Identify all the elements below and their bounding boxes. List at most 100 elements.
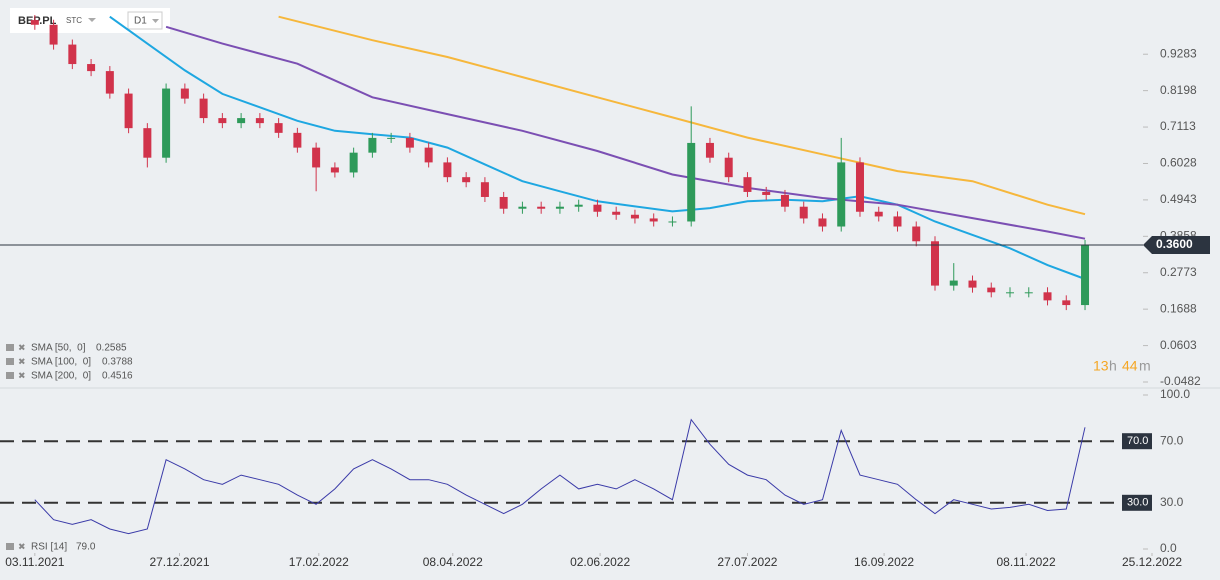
candle-body — [368, 137, 377, 153]
candle-body — [668, 221, 677, 223]
x-tick-label: 08.04.2022 — [423, 555, 483, 569]
countdown-hours: 13 — [1093, 358, 1109, 374]
y-tick-label: 0.1688 — [1160, 301, 1197, 315]
candle-body — [1081, 244, 1090, 306]
candle-body — [912, 226, 921, 242]
candle-body — [818, 218, 827, 227]
candle-body — [349, 152, 358, 173]
x-tick-label: 16.09.2022 — [854, 555, 914, 569]
market: STC — [66, 16, 82, 25]
candle-body — [443, 162, 452, 178]
level-label: 70.0 — [1127, 435, 1148, 447]
candle-body — [1024, 292, 1033, 294]
y-tick-label: 100.0 — [1160, 387, 1190, 401]
candle-body — [387, 137, 396, 139]
candle-body — [762, 191, 771, 195]
candle-body — [162, 88, 171, 158]
candle-body — [799, 206, 808, 219]
candle-body — [462, 177, 471, 183]
legend-icon — [6, 372, 14, 379]
candle-body — [312, 147, 321, 168]
rsi-line — [34, 418, 1086, 535]
candle-body — [893, 216, 902, 227]
legend-close: ✖ — [18, 541, 26, 551]
level-box — [1122, 433, 1152, 450]
candle-body — [237, 118, 246, 124]
candle-body — [143, 128, 152, 158]
y-tick-label: 70.0 — [1160, 433, 1184, 447]
legend-value: 0.2585 — [96, 343, 127, 354]
candle-body — [949, 280, 958, 286]
x-tick-label: 25.12.2022 — [1122, 555, 1182, 569]
candle-body — [987, 287, 996, 293]
candle-body — [687, 142, 696, 222]
dropdown-icon[interactable] — [152, 19, 159, 23]
candle-body — [293, 132, 302, 148]
candle-body — [874, 211, 883, 217]
legend-value: 0.4516 — [102, 371, 133, 382]
legend-close: ✖ — [18, 370, 26, 380]
candle-body — [743, 177, 752, 192]
sma-line — [109, 15, 1086, 280]
candle-body — [968, 280, 977, 288]
legend-close: ✖ — [18, 342, 26, 352]
interval-box[interactable] — [127, 11, 163, 30]
level-label: 30.0 — [1127, 497, 1148, 509]
y-tick-label: 0.4943 — [1160, 192, 1197, 206]
candle-body — [630, 214, 639, 219]
y-tick-label: -0.0482 — [1160, 374, 1201, 388]
countdown-m: m — [1139, 358, 1151, 374]
legend-icon — [6, 344, 14, 351]
legend-name: SMA [100, 0] — [31, 357, 91, 368]
x-tick-label: 27.12.2021 — [149, 555, 209, 569]
candle-body — [330, 167, 339, 173]
candle-body — [218, 118, 227, 124]
candle-body — [87, 64, 96, 72]
countdown-h: h — [1109, 358, 1117, 374]
candle-body — [837, 162, 846, 227]
y-tick-label: 0.0 — [1160, 541, 1177, 555]
last-price-box — [1143, 235, 1210, 254]
legend-value: 0.3788 — [102, 357, 133, 368]
candle-body — [255, 118, 264, 124]
interval[interactable]: D1 — [134, 16, 147, 27]
legend-name: SMA [200, 0] — [31, 371, 91, 382]
legend-close: ✖ — [18, 356, 26, 366]
candle-body — [930, 241, 939, 286]
y-tick-label: 0.7113 — [1160, 119, 1196, 133]
last-price-label: 0.3600 — [1156, 237, 1193, 251]
candle-body — [780, 194, 789, 207]
candle-body — [480, 182, 489, 197]
legend-name: SMA [50, 0] — [31, 343, 86, 354]
legend-icon — [6, 543, 14, 550]
candle-body — [124, 93, 133, 129]
y-tick-label: 30.0 — [1160, 495, 1184, 509]
y-tick-label: 0.2773 — [1160, 265, 1197, 279]
sma-line — [165, 25, 1086, 240]
candle-body — [49, 24, 58, 45]
candle-body — [555, 206, 564, 209]
candle-body — [537, 206, 546, 209]
level-box — [1122, 494, 1152, 511]
dropdown-icon[interactable] — [88, 18, 96, 22]
candle-body — [1043, 292, 1052, 301]
candle-body — [649, 218, 658, 222]
candle-body — [180, 88, 189, 99]
candle-body — [499, 196, 508, 209]
candle-body — [705, 142, 714, 158]
x-tick-label: 17.02.2022 — [289, 555, 349, 569]
candle-body — [593, 204, 602, 212]
candle-body — [1006, 292, 1015, 294]
x-tick-label: 27.07.2022 — [717, 555, 777, 569]
legend-value: 79.0 — [76, 542, 96, 553]
x-tick-label: 02.06.2022 — [570, 555, 630, 569]
candle-body — [1062, 300, 1071, 306]
candle-body — [405, 137, 414, 148]
candle-body — [612, 211, 621, 215]
candle-body — [724, 157, 733, 178]
x-tick-label: 03.11.2021 — [5, 555, 64, 569]
y-tick-label: 0.9283 — [1160, 46, 1197, 60]
legend-icon — [6, 358, 14, 365]
